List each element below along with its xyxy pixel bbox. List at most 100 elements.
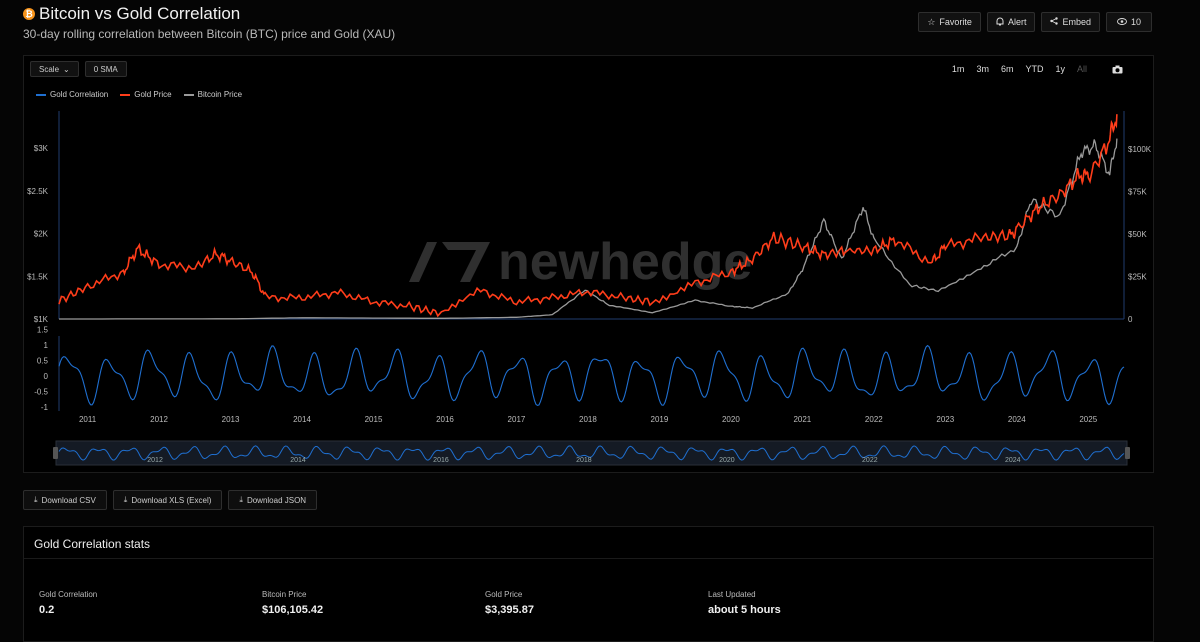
corr-tick-label: 0.5 (37, 357, 49, 366)
page-header: ₿ Bitcoin vs Gold Correlation 30-day rol… (23, 4, 1183, 44)
navigator-tick-label: 2016 (433, 457, 449, 464)
stats-card: Gold Correlation stats Gold Correlation … (23, 526, 1154, 642)
star-icon: ☆ (927, 16, 936, 27)
legend-label: Bitcoin Price (197, 90, 243, 99)
header-actions: ☆ Favorite Alert Embed 10 (918, 12, 1152, 32)
download-icon: ⤓ (239, 495, 243, 504)
range-1m[interactable]: 1m (951, 64, 965, 74)
download-json-button[interactable]: ⤓ Download JSON (228, 490, 318, 510)
left-tick-label: $3K (34, 144, 49, 153)
range-navigator[interactable]: 2012 2014 2016 2018 2020 2022 2024 (53, 440, 1130, 466)
legend-label: Gold Price (134, 90, 172, 99)
navigator-series (58, 445, 1125, 461)
right-tick-label: $100K (1128, 145, 1152, 154)
camera-icon[interactable] (1112, 65, 1123, 74)
price-series (58, 114, 1118, 320)
x-tick-label: 2017 (508, 415, 526, 424)
alert-label: Alert (1007, 17, 1027, 27)
sma-button[interactable]: 0 SMA (84, 61, 127, 77)
scale-dropdown[interactable]: Scale ⌄ (30, 61, 79, 77)
gold-price-line (58, 114, 1118, 318)
range-3m[interactable]: 3m (976, 64, 989, 74)
right-tick-label: 0 (1128, 315, 1133, 324)
chart-card: Scale ⌄ 0 SMA 1m 3m 6m YTD 1y All Gold C… (23, 55, 1154, 473)
legend-swatch (36, 93, 46, 96)
right-tick-label: $75K (1128, 188, 1147, 197)
x-tick-label: 2020 (722, 415, 740, 424)
stat-label: Last Updated (708, 590, 756, 599)
left-tick-label: $2K (34, 230, 49, 239)
views-count-button[interactable]: 10 (1105, 12, 1152, 32)
stat-value: $3,395.87 (485, 604, 534, 616)
x-tick-label: 2011 (79, 415, 97, 424)
navigator-right-handle (1125, 447, 1130, 459)
favorite-button[interactable]: ☆ Favorite (918, 12, 981, 32)
stat-label: Bitcoin Price (262, 590, 307, 599)
chart-plot[interactable]: newhedge $3K $2.5K $2K $1.5K $1K $100K $75K $50… (24, 56, 1153, 472)
x-tick-label: 2024 (1008, 415, 1026, 424)
corr-tick-label: 0 (44, 372, 49, 381)
stat-gold-price: Gold Price $3,395.87 (485, 590, 708, 616)
legend-label: Gold Correlation (50, 90, 109, 99)
alert-button[interactable]: Alert (986, 12, 1036, 32)
corr-tick-label: 1.5 (37, 326, 49, 335)
navigator-tick-label: 2022 (862, 457, 878, 464)
download-csv-button[interactable]: ⤓ Download CSV (23, 490, 107, 510)
chart-legend: Gold Correlation Gold Price Bitcoin Pric… (36, 90, 242, 99)
bitcoin-logo-icon: ₿ (23, 8, 35, 20)
bitcoin-price-line (59, 138, 1118, 320)
share-icon (1050, 17, 1059, 27)
navigator-track (55, 440, 1128, 466)
stat-bitcoin-price: Bitcoin Price $106,105.42 (262, 590, 485, 616)
stat-label: Gold Correlation (39, 590, 98, 599)
download-xls-button[interactable]: ⤓ Download XLS (Excel) (112, 490, 223, 510)
stat-gold-correlation: Gold Correlation 0.2 (39, 590, 262, 616)
stat-label: Gold Price (485, 590, 523, 599)
embed-button[interactable]: Embed (1041, 12, 1100, 32)
page-subtitle: 30-day rolling correlation between Bitco… (23, 27, 396, 41)
download-icon: ⤓ (123, 495, 128, 504)
embed-label: Embed (1062, 17, 1091, 27)
range-all[interactable]: All (1076, 64, 1087, 74)
legend-swatch (183, 93, 194, 96)
navigator-tick-label: 2012 (147, 457, 163, 464)
navigator-tick-label: 2014 (290, 457, 306, 464)
range-ytd[interactable]: YTD (1025, 64, 1044, 74)
gold-correlation-line (58, 344, 1125, 407)
navigator-tick-label: 2020 (719, 457, 735, 464)
legend-item-bitcoin-price[interactable]: Bitcoin Price (183, 90, 243, 99)
scale-label: Scale (39, 64, 60, 74)
correlation-panel (58, 344, 1125, 407)
newhedge-watermark: newhedge (409, 233, 752, 291)
chevron-down-icon: ⌄ (63, 64, 70, 74)
x-tick-label: 2012 (150, 415, 168, 424)
chart-toolbar: Scale ⌄ 0 SMA (30, 61, 127, 77)
stats-title: Gold Correlation stats (24, 527, 1153, 559)
download-json-label: Download JSON (246, 495, 307, 505)
right-tick-label: $50K (1128, 230, 1147, 239)
right-tick-label: $25K (1128, 273, 1147, 282)
x-tick-label: 2025 (1079, 415, 1097, 424)
download-csv-label: Download CSV (41, 495, 96, 505)
x-tick-label: 2013 (222, 415, 240, 424)
corr-tick-label: -1 (41, 403, 49, 412)
legend-item-gold-price[interactable]: Gold Price (120, 90, 172, 99)
watermark-text: newhedge (498, 233, 752, 291)
x-tick-label: 2021 (793, 415, 811, 424)
x-tick-label: 2019 (651, 415, 669, 424)
navigator-tick-label: 2018 (576, 457, 592, 464)
range-6m[interactable]: 6m (1000, 64, 1014, 74)
left-tick-label: $1.5K (27, 272, 49, 281)
download-icon: ⤓ (34, 495, 38, 504)
x-tick-label: 2018 (579, 415, 597, 424)
legend-item-gold-correlation[interactable]: Gold Correlation (36, 90, 108, 99)
x-tick-label: 2016 (436, 415, 454, 424)
range-1y[interactable]: 1y (1055, 64, 1065, 74)
stat-last-updated: Last Updated about 5 hours (708, 590, 931, 616)
legend-swatch (120, 93, 131, 96)
x-tick-label: 2015 (365, 415, 383, 424)
eye-icon (1117, 17, 1127, 27)
stat-value: 0.2 (39, 604, 55, 616)
x-tick-label: 2014 (293, 415, 311, 424)
x-tick-label: 2023 (936, 415, 954, 424)
